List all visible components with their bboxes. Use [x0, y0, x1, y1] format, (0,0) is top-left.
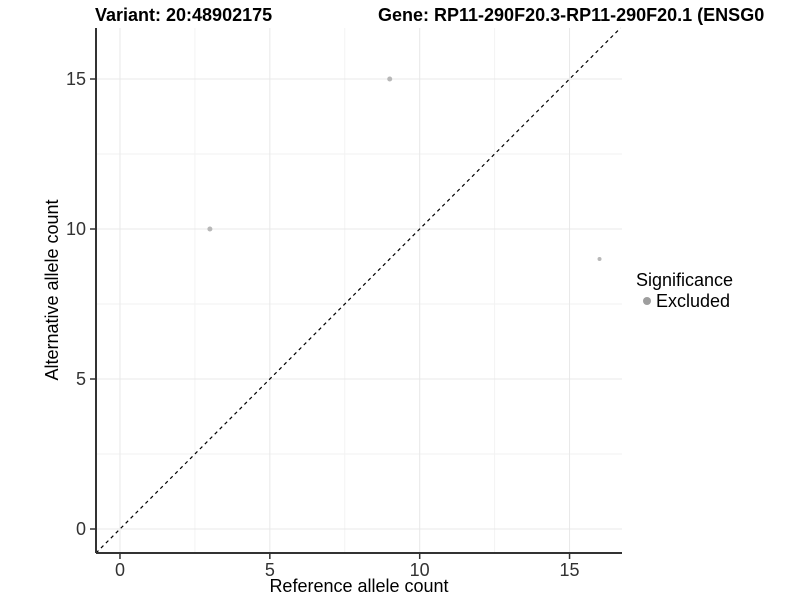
identity-line [95, 27, 621, 554]
data-point [387, 76, 393, 82]
variant-title: Variant: 20:48902175 [95, 5, 273, 25]
y-axis-title: Alternative allele count [42, 199, 62, 381]
y-tick-label: 5 [76, 369, 86, 389]
legend-item-label: Excluded [656, 291, 731, 311]
circle-icon [643, 297, 651, 305]
data-point [597, 257, 602, 261]
data-point [207, 226, 213, 232]
plot-panel: 0 5 10 15 0 5 10 15 [66, 27, 622, 580]
y-tick-label: 15 [66, 69, 86, 89]
x-tick-label: 10 [410, 560, 430, 580]
x-axis-title: Reference allele count [269, 576, 449, 596]
legend: Significance Excluded [636, 270, 733, 311]
y-tick-label: 10 [66, 219, 86, 239]
x-tick-label: 0 [115, 560, 125, 580]
y-tick-label: 0 [76, 519, 86, 539]
gene-title: Gene: RP11-290F20.3-RP11-290F20.1 (ENSG0 [378, 5, 765, 25]
x-tick-label: 5 [265, 560, 275, 580]
x-tick-label: 15 [560, 560, 580, 580]
legend-title: Significance [636, 270, 734, 290]
legend-item-excluded: Excluded [636, 291, 733, 311]
